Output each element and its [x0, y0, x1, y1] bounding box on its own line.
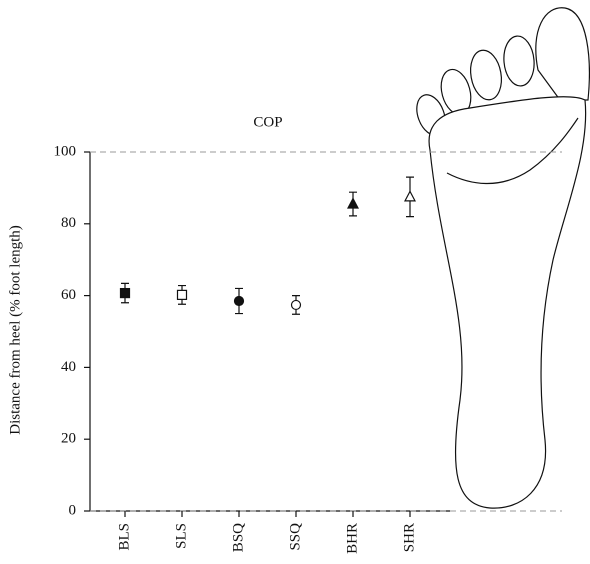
marker [121, 289, 130, 298]
foot-illustration [412, 8, 590, 508]
x-tick-label: SHR [401, 523, 417, 552]
y-tick-label: 0 [69, 502, 77, 518]
x-tick-label: SSQ [287, 523, 303, 551]
marker [235, 296, 244, 305]
marker [348, 199, 358, 209]
y-tick-label: 60 [61, 287, 76, 303]
marker [292, 300, 301, 309]
y-axis-label: Distance from heel (% foot length) [7, 225, 23, 435]
chart-title: COP [253, 114, 282, 130]
x-tick-label: SLS [173, 523, 189, 549]
chart: COP Distance from heel (% foot length) 0… [0, 0, 590, 564]
x-tick-label: BSQ [230, 523, 246, 552]
y-tick-label: 20 [61, 431, 76, 447]
y-tick-label: 100 [54, 143, 77, 159]
y-tick-label: 40 [61, 359, 76, 375]
marker [405, 191, 415, 201]
marker [178, 290, 187, 299]
x-tick-label: BLS [116, 523, 132, 551]
x-tick-label: BHR [344, 523, 360, 554]
y-tick-label: 80 [61, 215, 76, 231]
